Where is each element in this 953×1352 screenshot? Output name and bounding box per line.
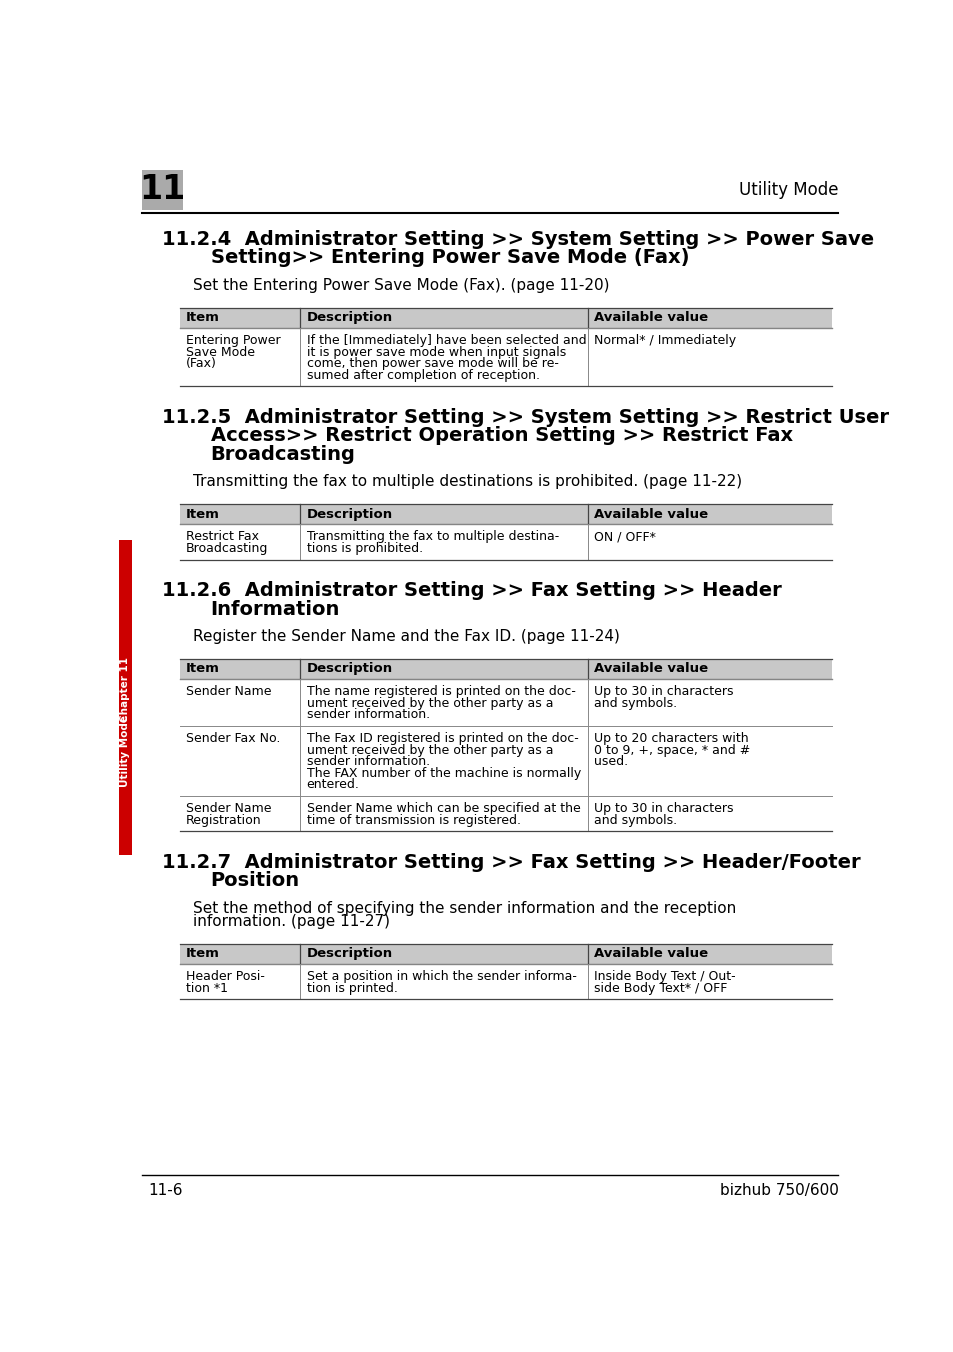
Text: used.: used. bbox=[593, 756, 627, 768]
Text: Description: Description bbox=[306, 662, 393, 676]
Text: Sender Fax No.: Sender Fax No. bbox=[186, 731, 280, 745]
Text: Up to 20 characters with: Up to 20 characters with bbox=[593, 731, 747, 745]
Text: Item: Item bbox=[186, 948, 219, 960]
Text: (Fax): (Fax) bbox=[186, 357, 216, 370]
Text: information. (page 11-27): information. (page 11-27) bbox=[193, 914, 390, 929]
Text: Broadcasting: Broadcasting bbox=[211, 445, 355, 464]
Text: sumed after completion of reception.: sumed after completion of reception. bbox=[306, 369, 539, 381]
Text: Transmitting the fax to multiple destina-: Transmitting the fax to multiple destina… bbox=[306, 530, 558, 544]
Text: Description: Description bbox=[306, 948, 393, 960]
Text: Sender Name: Sender Name bbox=[186, 802, 271, 815]
Bar bbox=[142, 170, 183, 210]
Text: Sender Name: Sender Name bbox=[186, 685, 271, 698]
Text: ument received by the other party as a: ument received by the other party as a bbox=[306, 696, 553, 710]
Text: If the [Immediately] have been selected and: If the [Immediately] have been selected … bbox=[306, 334, 586, 347]
Text: Set the Entering Power Save Mode (Fax). (page 11-20): Set the Entering Power Save Mode (Fax). … bbox=[193, 277, 609, 293]
Text: Chapter 11: Chapter 11 bbox=[120, 657, 131, 722]
Text: The FAX number of the machine is normally: The FAX number of the machine is normall… bbox=[306, 767, 580, 780]
Text: Up to 30 in characters: Up to 30 in characters bbox=[593, 685, 733, 698]
Text: tion is printed.: tion is printed. bbox=[306, 982, 397, 995]
Text: Available value: Available value bbox=[593, 311, 707, 324]
Bar bbox=[119, 539, 132, 856]
Text: side Body Text* / OFF: side Body Text* / OFF bbox=[593, 982, 726, 995]
Text: Item: Item bbox=[186, 507, 219, 521]
Bar bbox=[179, 658, 831, 679]
Text: Utility Mode: Utility Mode bbox=[739, 181, 838, 199]
Text: The Fax ID registered is printed on the doc-: The Fax ID registered is printed on the … bbox=[306, 731, 578, 745]
Text: The name registered is printed on the doc-: The name registered is printed on the do… bbox=[306, 685, 575, 698]
Text: ument received by the other party as a: ument received by the other party as a bbox=[306, 744, 553, 757]
Text: it is power save mode when input signals: it is power save mode when input signals bbox=[306, 346, 565, 358]
Text: 11.2.6  Administrator Setting >> Fax Setting >> Header: 11.2.6 Administrator Setting >> Fax Sett… bbox=[162, 581, 781, 600]
Text: time of transmission is registered.: time of transmission is registered. bbox=[306, 814, 520, 826]
Text: Information: Information bbox=[211, 599, 339, 619]
Text: Save Mode: Save Mode bbox=[186, 346, 254, 358]
Text: 11.2.4  Administrator Setting >> System Setting >> Power Save: 11.2.4 Administrator Setting >> System S… bbox=[162, 230, 873, 249]
Bar bbox=[179, 308, 831, 327]
Text: bizhub 750/600: bizhub 750/600 bbox=[719, 1183, 838, 1198]
Text: entered.: entered. bbox=[306, 779, 359, 791]
Text: Item: Item bbox=[186, 311, 219, 324]
Bar bbox=[179, 504, 831, 525]
Text: 11.2.7  Administrator Setting >> Fax Setting >> Header/Footer: 11.2.7 Administrator Setting >> Fax Sett… bbox=[162, 853, 860, 872]
Text: Access>> Restrict Operation Setting >> Restrict Fax: Access>> Restrict Operation Setting >> R… bbox=[211, 426, 792, 445]
Text: Set a position in which the sender informa-: Set a position in which the sender infor… bbox=[306, 969, 576, 983]
Text: Item: Item bbox=[186, 662, 219, 676]
Text: Sender Name which can be specified at the: Sender Name which can be specified at th… bbox=[306, 802, 579, 815]
Text: 11.2.5  Administrator Setting >> System Setting >> Restrict User: 11.2.5 Administrator Setting >> System S… bbox=[162, 408, 888, 427]
Text: Position: Position bbox=[211, 872, 299, 891]
Text: 11: 11 bbox=[139, 173, 186, 207]
Text: and symbols.: and symbols. bbox=[593, 696, 677, 710]
Text: Available value: Available value bbox=[593, 507, 707, 521]
Text: Up to 30 in characters: Up to 30 in characters bbox=[593, 802, 733, 815]
Text: Normal* / Immediately: Normal* / Immediately bbox=[593, 334, 735, 347]
Text: sender information.: sender information. bbox=[306, 708, 429, 721]
Text: sender information.: sender information. bbox=[306, 756, 429, 768]
Text: Description: Description bbox=[306, 311, 393, 324]
Text: Transmitting the fax to multiple destinations is prohibited. (page 11-22): Transmitting the fax to multiple destina… bbox=[193, 475, 741, 489]
Text: come, then power save mode will be re-: come, then power save mode will be re- bbox=[306, 357, 558, 370]
Text: Utility Mode: Utility Mode bbox=[120, 715, 131, 787]
Text: Available value: Available value bbox=[593, 948, 707, 960]
Text: Header Posi-: Header Posi- bbox=[186, 969, 265, 983]
Text: Registration: Registration bbox=[186, 814, 261, 826]
Text: tion *1: tion *1 bbox=[186, 982, 228, 995]
Text: ON / OFF*: ON / OFF* bbox=[593, 530, 655, 544]
Text: Broadcasting: Broadcasting bbox=[186, 542, 268, 554]
Text: Available value: Available value bbox=[593, 662, 707, 676]
Text: Register the Sender Name and the Fax ID. (page 11-24): Register the Sender Name and the Fax ID.… bbox=[193, 629, 619, 644]
Text: 11-6: 11-6 bbox=[149, 1183, 183, 1198]
Text: and symbols.: and symbols. bbox=[593, 814, 677, 826]
Text: Entering Power: Entering Power bbox=[186, 334, 280, 347]
Bar bbox=[179, 944, 831, 964]
Text: Restrict Fax: Restrict Fax bbox=[186, 530, 258, 544]
Text: 0 to 9, +, space, * and #: 0 to 9, +, space, * and # bbox=[593, 744, 749, 757]
Text: Inside Body Text / Out-: Inside Body Text / Out- bbox=[593, 969, 735, 983]
Text: Setting>> Entering Power Save Mode (Fax): Setting>> Entering Power Save Mode (Fax) bbox=[211, 249, 688, 268]
Text: tions is prohibited.: tions is prohibited. bbox=[306, 542, 422, 554]
Text: Description: Description bbox=[306, 507, 393, 521]
Text: Set the method of specifying the sender information and the reception: Set the method of specifying the sender … bbox=[193, 900, 736, 915]
